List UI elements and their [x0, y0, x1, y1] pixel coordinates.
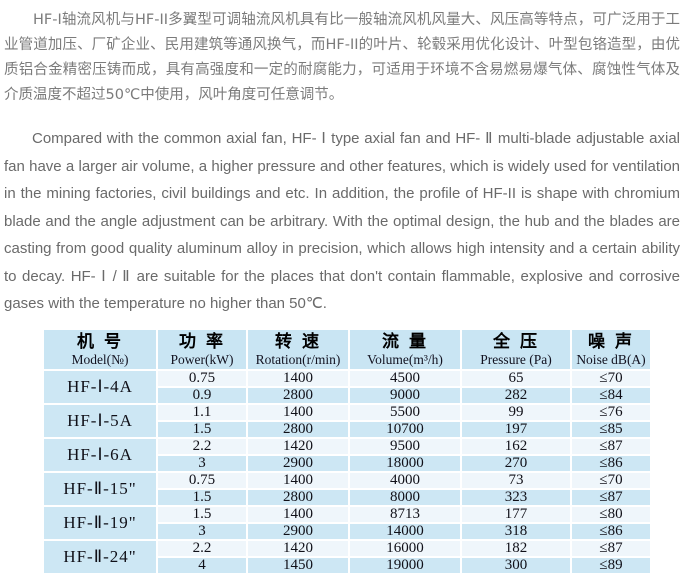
cell-rotation: 1420 — [248, 438, 348, 454]
cell-power: 1.1 — [158, 404, 246, 420]
cell-rotation: 2900 — [248, 455, 348, 471]
cell-rotation: 1450 — [248, 557, 348, 573]
cell-pressure: 177 — [462, 506, 570, 522]
table-row: HF-Ⅱ-15" 0.75 1400 4000 73 ≤70 — [44, 472, 650, 505]
table-row: 3 2900 18000 270 ≤86 — [44, 455, 650, 471]
header-volume-en: Volume(m³/h) — [367, 351, 443, 367]
cell-noise: ≤87 — [572, 489, 650, 505]
cell-pressure: 323 — [462, 489, 570, 505]
cell-volume: 4000 — [350, 472, 460, 488]
cell-rotation: 2900 — [248, 523, 348, 539]
model-cell: HF-Ⅱ-19" — [44, 506, 156, 539]
table-row: HF-Ⅱ-19" 1.5 1400 8713 177 ≤80 — [44, 506, 650, 539]
cell-power: 3 — [158, 455, 246, 471]
cell-power: 4 — [158, 557, 246, 573]
cell-volume: 9500 — [350, 438, 460, 454]
cell-noise: ≤87 — [572, 540, 650, 556]
header-rotation-zh: 转 速 — [275, 331, 321, 352]
cell-power: 0.75 — [158, 472, 246, 488]
table-row: HF-Ⅰ-6A 2.2 1420 9500 162 ≤87 — [44, 438, 650, 471]
cell-volume: 9000 — [350, 387, 460, 403]
cell-volume: 18000 — [350, 455, 460, 471]
table-row: 1.5 2800 10700 197 ≤85 — [44, 421, 650, 437]
cell-pressure: 162 — [462, 438, 570, 454]
cell-volume: 5500 — [350, 404, 460, 420]
cell-pressure: 99 — [462, 404, 570, 420]
cell-noise: ≤85 — [572, 421, 650, 437]
cell-volume: 19000 — [350, 557, 460, 573]
header-model-zh: 机 号 — [77, 331, 123, 352]
cell-volume: 4500 — [350, 370, 460, 386]
cell-pressure: 282 — [462, 387, 570, 403]
header-pressure: 全 压 Pressure (Pa) — [462, 329, 570, 369]
cell-volume: 10700 — [350, 421, 460, 437]
cell-power: 2.2 — [158, 438, 246, 454]
header-rotation-en: Rotation(r/min) — [255, 351, 341, 367]
intro-paragraph-chinese: HF-I轴流风机与HF-II多翼型可调轴流风机具有比一般轴流风机风量大、风压高等… — [4, 12, 680, 103]
cell-noise: ≤70 — [572, 472, 650, 488]
cell-volume: 16000 — [350, 540, 460, 556]
cell-volume: 8713 — [350, 506, 460, 522]
cell-power: 1.5 — [158, 489, 246, 505]
header-power-zh: 功 率 — [179, 331, 225, 352]
cell-power: 0.9 — [158, 387, 246, 403]
cell-rotation: 2800 — [248, 421, 348, 437]
header-volume: 流 量 Volume(m³/h) — [350, 329, 460, 369]
model-cell: HF-Ⅱ-15" — [44, 472, 156, 505]
table-row: HF-Ⅰ-4A 0.75 1400 4500 65 ≤70 — [44, 370, 650, 403]
fan-specification-table: 机 号 Model(№) 功 率 Power(kW) 转 速 Rotation(… — [42, 327, 652, 575]
cell-rotation: 1400 — [248, 370, 348, 386]
cell-noise: ≤87 — [572, 438, 650, 454]
cell-pressure: 300 — [462, 557, 570, 573]
cell-rotation: 1400 — [248, 506, 348, 522]
header-pressure-en: Pressure (Pa) — [480, 351, 552, 367]
cell-noise: ≤86 — [572, 455, 650, 471]
model-cell: HF-Ⅰ-5A — [44, 404, 156, 437]
cell-power: 1.5 — [158, 506, 246, 522]
model-cell: HF-Ⅰ-4A — [44, 370, 156, 403]
cell-volume: 8000 — [350, 489, 460, 505]
cell-rotation: 2800 — [248, 387, 348, 403]
cell-noise: ≤84 — [572, 387, 650, 403]
header-power: 功 率 Power(kW) — [158, 329, 246, 369]
cell-rotation: 1420 — [248, 540, 348, 556]
header-rotation: 转 速 Rotation(r/min) — [248, 329, 348, 369]
cell-noise: ≤76 — [572, 404, 650, 420]
header-noise-zh: 噪 声 — [588, 331, 634, 352]
cell-power: 1.5 — [158, 421, 246, 437]
cell-pressure: 318 — [462, 523, 570, 539]
cell-power: 0.75 — [158, 370, 246, 386]
cell-power: 2.2 — [158, 540, 246, 556]
cell-noise: ≤70 — [572, 370, 650, 386]
cell-pressure: 73 — [462, 472, 570, 488]
cell-rotation: 1400 — [248, 472, 348, 488]
cell-noise: ≤86 — [572, 523, 650, 539]
header-model-en: Model(№) — [71, 351, 129, 367]
header-power-en: Power(kW) — [170, 351, 234, 367]
intro-paragraph-english: Compared with the common axial fan, HF- … — [4, 130, 680, 312]
cell-noise: ≤80 — [572, 506, 650, 522]
table-row: HF-Ⅰ-5A 1.1 1400 5500 99 ≤76 — [44, 404, 650, 437]
cell-pressure: 65 — [462, 370, 570, 386]
cell-pressure: 270 — [462, 455, 570, 471]
header-pressure-zh: 全 压 — [493, 331, 539, 352]
header-volume-zh: 流 量 — [382, 331, 428, 352]
cell-volume: 14000 — [350, 523, 460, 539]
header-noise: 噪 声 Noise dB(A) — [572, 329, 650, 369]
cell-pressure: 197 — [462, 421, 570, 437]
table-row: 0.9 2800 9000 282 ≤84 — [44, 387, 650, 403]
table-header-row: 机 号 Model(№) 功 率 Power(kW) 转 速 Rotation(… — [44, 329, 650, 369]
header-model: 机 号 Model(№) — [44, 329, 156, 369]
cell-rotation: 2800 — [248, 489, 348, 505]
header-noise-en: Noise dB(A) — [576, 351, 646, 367]
cell-pressure: 182 — [462, 540, 570, 556]
cell-noise: ≤89 — [572, 557, 650, 573]
model-cell: HF-Ⅱ-24" — [44, 540, 156, 573]
table-row: HF-Ⅱ-24" 2.2 1420 16000 182 ≤87 — [44, 540, 650, 573]
table-row: 1.5 2800 8000 323 ≤87 — [44, 489, 650, 505]
cell-rotation: 1400 — [248, 404, 348, 420]
cell-power: 3 — [158, 523, 246, 539]
model-cell: HF-Ⅰ-6A — [44, 438, 156, 471]
